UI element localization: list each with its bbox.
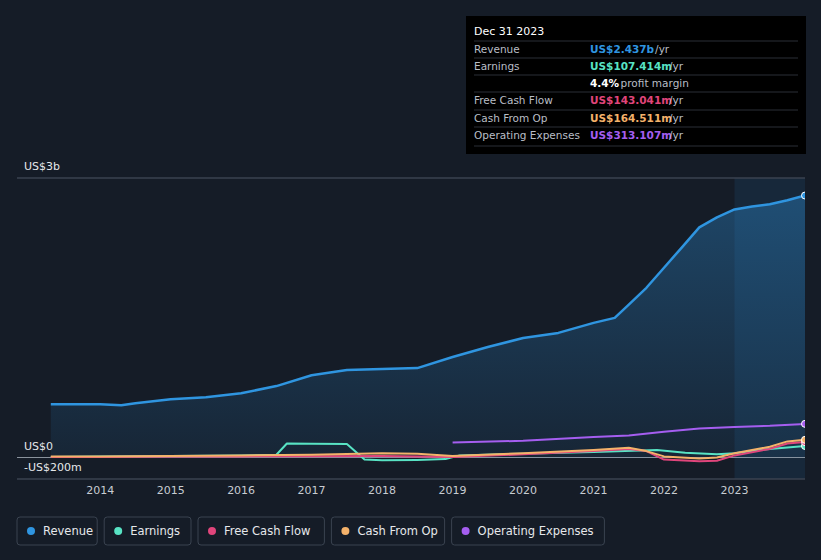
x-tick-label: 2018 — [368, 484, 396, 497]
tooltip-value: US$164.511m — [590, 112, 672, 124]
x-tick-label: 2014 — [86, 484, 114, 497]
background — [0, 0, 821, 560]
tooltip-sep — [474, 41, 798, 42]
legend-box — [104, 517, 191, 545]
series-line — [51, 196, 805, 406]
legend-box — [198, 517, 324, 545]
legend-label: Operating Expenses — [478, 524, 594, 538]
legend-swatch — [27, 527, 35, 535]
tooltip-label: Cash From Op — [474, 112, 548, 124]
chart: -US$200m US$0 US$3b 2014 2015 2016 2017 2018 201… — [0, 0, 821, 560]
x-tick-label: 2019 — [439, 484, 467, 497]
x-tick-label: 2022 — [650, 484, 678, 497]
end-dot — [802, 420, 806, 427]
x-tick-label: 2016 — [227, 484, 255, 497]
tooltip-title: Dec 31 2023 — [474, 25, 544, 38]
series-line — [51, 440, 805, 459]
legend-item: Earnings — [104, 517, 191, 545]
tooltip-sep — [474, 146, 798, 147]
chart-root: -US$200m US$0 US$3b 2014 2015 2016 2017 2018 201… — [0, 0, 821, 560]
legend-box — [17, 517, 97, 545]
tooltip-value: US$107.414m — [590, 60, 672, 72]
grid-line — [17, 479, 805, 480]
legend-item: Operating Expenses — [452, 517, 605, 545]
area-fill — [51, 196, 805, 458]
legend-swatch — [208, 527, 216, 535]
tooltip-sep — [474, 58, 798, 59]
tooltip-unit: /yr — [655, 43, 670, 55]
frame-top — [17, 178, 805, 179]
end-dot — [802, 436, 806, 443]
tooltip-value: US$2.437b — [590, 43, 655, 55]
legend-label: Free Cash Flow — [224, 524, 310, 538]
x-tick-label: 2015 — [157, 484, 185, 497]
y-tick-label: US$0 — [24, 440, 53, 453]
plot-marks — [51, 192, 805, 461]
tooltip-value: 4.4% — [590, 77, 620, 89]
tooltip-label: Free Cash Flow — [474, 94, 553, 106]
legend-label: Revenue — [43, 524, 93, 538]
tooltip-label: profit margin — [621, 77, 689, 89]
tooltip-sep — [474, 127, 798, 128]
tooltip-unit: /yr — [669, 60, 684, 72]
tooltip-unit: /yr — [669, 112, 684, 124]
legend-label: Earnings — [130, 524, 180, 538]
tooltip-sep — [474, 75, 798, 76]
legend-swatch — [341, 527, 349, 535]
series-line — [453, 424, 805, 443]
y-tick-label: -US$200m — [24, 461, 82, 474]
legend-swatch — [462, 527, 470, 535]
legend-box — [331, 517, 444, 545]
tooltip-label: Revenue — [474, 43, 520, 55]
legend-item: Cash From Op — [331, 517, 444, 545]
legend-swatch — [114, 527, 122, 535]
legend-item: Free Cash Flow — [198, 517, 324, 545]
y-tick-label: US$3b — [24, 160, 60, 173]
x-tick-label: 2017 — [298, 484, 326, 497]
tooltip-value: US$313.107m — [590, 129, 672, 141]
x-tick-label: 2023 — [721, 484, 749, 497]
legend-item: Revenue — [17, 517, 97, 545]
tooltip: Dec 31 2023 Revenue US$2.437b/yr Earnings US… — [466, 16, 806, 154]
grid-line — [17, 178, 805, 179]
legend-box — [452, 517, 605, 545]
tooltip-unit: /yr — [669, 94, 684, 106]
x-tick-label: 2021 — [580, 484, 608, 497]
tooltip-value: US$143.041m — [590, 94, 672, 106]
legend-label: Cash From Op — [357, 524, 438, 538]
x-axis-line — [17, 479, 805, 480]
end-dot — [802, 192, 806, 199]
tooltip-bg — [466, 16, 806, 154]
tooltip-label: Earnings — [474, 60, 520, 72]
x-tick-label: 2020 — [509, 484, 537, 497]
tooltip-label: Operating Expenses — [474, 129, 580, 141]
tooltip-sep — [474, 92, 798, 93]
tooltip-unit: /yr — [669, 129, 684, 141]
tooltip-sep — [474, 110, 798, 111]
